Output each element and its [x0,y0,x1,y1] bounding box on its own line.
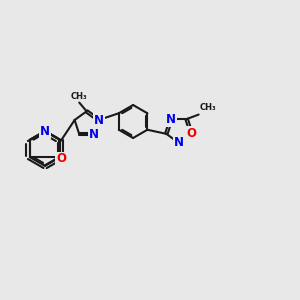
Text: N: N [89,128,99,141]
Text: CH₃: CH₃ [200,103,217,112]
Text: N: N [166,112,176,126]
Text: O: O [56,152,66,166]
Text: O: O [186,127,197,140]
Text: N: N [94,113,103,127]
Text: CH₃: CH₃ [71,92,88,101]
Text: N: N [40,124,50,138]
Text: N: N [174,136,184,149]
